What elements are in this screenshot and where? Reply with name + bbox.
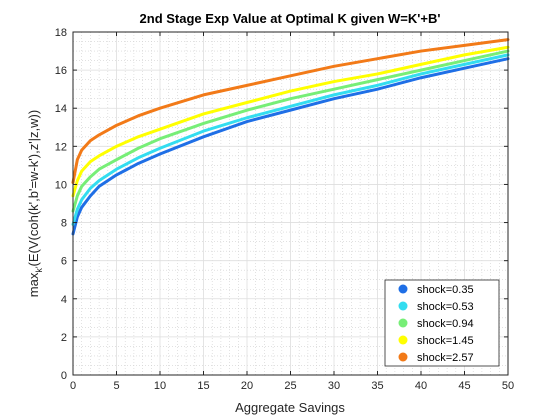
y-tick-label: 0: [61, 370, 67, 382]
y-tick-label: 14: [55, 103, 67, 115]
x-tick-label: 10: [154, 380, 166, 392]
y-tick-label: 18: [55, 27, 67, 39]
y-tick-label: 16: [55, 65, 67, 77]
legend-marker-2: [399, 302, 408, 311]
x-tick-label: 30: [328, 380, 340, 392]
legend: shock=0.35 shock=0.53 shock=0.94 shock=1.45…: [385, 280, 499, 366]
legend-marker-3: [399, 319, 408, 328]
y-tick-label: 12: [55, 141, 67, 153]
y-axis-label: maxk'(E(V(coh(k',b'=w-k'),z'|z,w)): [26, 110, 44, 297]
y-axis-label-rest: (E(V(coh(k',b'=w-k'),z'|z,w)): [26, 110, 41, 267]
legend-label-2: shock=0.53: [417, 301, 474, 313]
legend-label-3: shock=0.94: [417, 318, 474, 330]
legend-marker-5: [399, 353, 408, 362]
y-tick-label: 10: [55, 179, 67, 191]
legend-marker-1: [399, 285, 408, 294]
x-tick-label: 35: [371, 380, 383, 392]
x-tick-label: 5: [113, 380, 119, 392]
legend-marker-4: [399, 336, 408, 345]
x-axis-label: Aggregate Savings: [235, 400, 345, 415]
y-tick-label: 2: [61, 332, 67, 344]
x-tick-label: 25: [284, 380, 296, 392]
x-tick-label: 40: [415, 380, 427, 392]
y-tick-label: 4: [61, 294, 67, 306]
x-tick-label: 20: [241, 380, 253, 392]
y-tick-label: 8: [61, 218, 67, 230]
legend-label-5: shock=2.57: [417, 352, 474, 364]
legend-label-4: shock=1.45: [417, 335, 474, 347]
y-tick-label: 6: [61, 256, 67, 268]
y-tick-labels: 0 2 4 6 8 10 12 14 16 18: [55, 27, 67, 382]
y-axis-label-main: max: [26, 272, 41, 297]
x-tick-label: 50: [502, 380, 514, 392]
x-tick-label: 45: [458, 380, 470, 392]
x-tick-label: 0: [70, 380, 76, 392]
x-tick-labels: 0 5 10 15 20 25 30 35 40 45 50: [70, 380, 514, 392]
x-tick-label: 15: [197, 380, 209, 392]
chart-title: 2nd Stage Exp Value at Optimal K given W…: [140, 11, 441, 26]
legend-label-1: shock=0.35: [417, 284, 474, 296]
